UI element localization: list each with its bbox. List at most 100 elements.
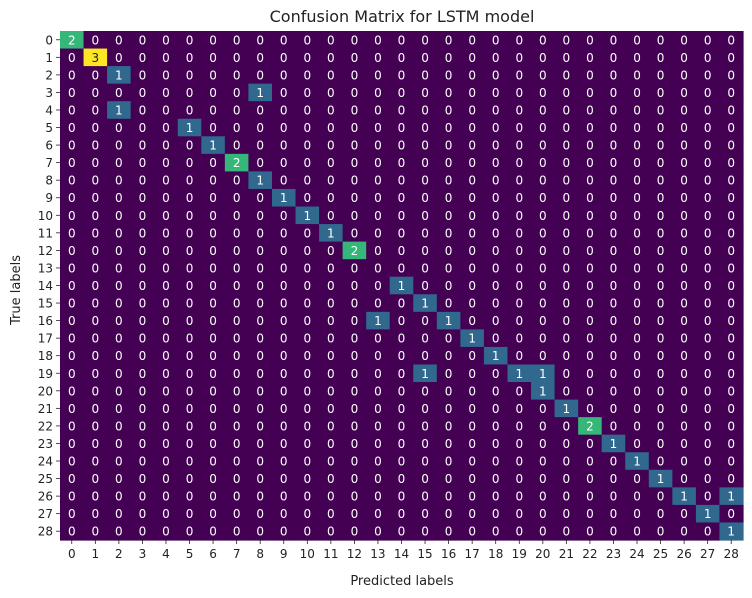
- heatmap-cell: [554, 206, 579, 225]
- heatmap-cell: [201, 417, 226, 436]
- heatmap-cell: [60, 346, 85, 366]
- cell-value-label: 0: [633, 226, 641, 240]
- heatmap-cell: [224, 83, 250, 102]
- cell-value-label: 0: [586, 349, 594, 363]
- cell-value-label: 0: [586, 367, 594, 381]
- heatmap-cell: [295, 364, 320, 383]
- cell-value-label: 0: [586, 437, 594, 451]
- cell-value-label: 0: [327, 191, 335, 205]
- cell-value-label: 0: [610, 490, 618, 504]
- cell-value-label: 0: [468, 139, 476, 153]
- cell-value-label: 1: [256, 174, 264, 188]
- cell-value-label: 0: [586, 68, 594, 82]
- heatmap-cell: [271, 206, 297, 225]
- cell-value-label: 0: [115, 349, 123, 363]
- heatmap-cell: [342, 276, 367, 295]
- cell-value-label: 0: [139, 226, 147, 240]
- heatmap-cell: [719, 241, 744, 260]
- cell-value-label: 0: [563, 297, 571, 311]
- cell-value-label: 0: [351, 86, 359, 100]
- heatmap-cell: [154, 487, 179, 506]
- y-tick-label: 9: [45, 191, 53, 205]
- heatmap-cell: [460, 434, 485, 453]
- heatmap-cell: [248, 48, 273, 67]
- heatmap-cell: [578, 224, 603, 243]
- heatmap-cell: [578, 522, 603, 541]
- cell-value-label: 0: [351, 367, 359, 381]
- cell-value-label: 0: [256, 384, 264, 398]
- heatmap-cell: [83, 101, 108, 120]
- heatmap-cell: [648, 66, 673, 85]
- cell-value-label: 0: [303, 156, 311, 170]
- cell-value-label: 0: [610, 472, 618, 486]
- heatmap-cell: [271, 118, 297, 137]
- heatmap-cell: [224, 259, 250, 278]
- cell-value-label: 0: [327, 156, 335, 170]
- heatmap-cell: [554, 522, 579, 541]
- cell-value-label: 0: [115, 156, 123, 170]
- x-tick-label: 6: [209, 547, 217, 561]
- heatmap-cell: [436, 153, 461, 173]
- cell-value-label: 0: [351, 490, 359, 504]
- cell-value-label: 0: [327, 244, 335, 258]
- heatmap-cell: [342, 364, 367, 383]
- heatmap-cell: [672, 259, 697, 278]
- cell-value-label: 0: [280, 314, 288, 328]
- cell-value-label: 0: [468, 244, 476, 258]
- heatmap-cell: [271, 153, 297, 173]
- heatmap-cell: [154, 259, 179, 278]
- heatmap-cell: [130, 311, 155, 330]
- cell-value-label: 0: [445, 525, 453, 539]
- cell-value-label: 0: [398, 349, 406, 363]
- heatmap-cell: [625, 276, 650, 295]
- heatmap-cell: [695, 276, 721, 295]
- heatmap-cell: [601, 188, 626, 208]
- heatmap-cell: [130, 469, 155, 488]
- heatmap-cell: [177, 171, 202, 190]
- heatmap-cell: [177, 259, 202, 278]
- cell-value-label: 0: [633, 349, 641, 363]
- heatmap-cell: [695, 101, 721, 120]
- cell-value-label: 0: [680, 349, 688, 363]
- cell-value-label: 0: [351, 209, 359, 223]
- heatmap-cell: [107, 259, 132, 278]
- heatmap-cell: [224, 48, 250, 67]
- heatmap-cell: [248, 434, 273, 453]
- cell-value-label: 0: [492, 525, 500, 539]
- cell-value-label: 0: [610, 507, 618, 521]
- cell-value-label: 0: [563, 455, 571, 469]
- cell-value-label: 0: [351, 419, 359, 433]
- heatmap-cell: [248, 417, 273, 436]
- cell-value-label: 1: [209, 139, 217, 153]
- cell-value-label: 0: [539, 332, 547, 346]
- heatmap-cell: [177, 294, 202, 313]
- cell-value-label: 0: [633, 68, 641, 82]
- heatmap-cell: [672, 31, 697, 50]
- cell-value-label: 0: [351, 349, 359, 363]
- heatmap-cell: [719, 294, 744, 313]
- cell-value-label: 0: [563, 174, 571, 188]
- heatmap-cell: [695, 469, 721, 488]
- heatmap-cell: [224, 452, 250, 471]
- heatmap-cell: [130, 452, 155, 471]
- cell-value-label: 0: [704, 297, 712, 311]
- cell-value-label: 0: [280, 156, 288, 170]
- cell-value-label: 0: [515, 226, 523, 240]
- cell-value-label: 0: [139, 437, 147, 451]
- cell-value-label: 0: [539, 349, 547, 363]
- cell-value-label: 0: [445, 209, 453, 223]
- cell-value-label: 0: [186, 297, 194, 311]
- cell-value-label: 0: [162, 121, 170, 135]
- cell-value-label: 0: [92, 33, 100, 47]
- cell-value-label: 0: [586, 33, 594, 47]
- cell-value-label: 0: [727, 68, 735, 82]
- heatmap-cell: [507, 83, 532, 102]
- heatmap-cell: [154, 469, 179, 488]
- cell-value-label: 0: [374, 332, 382, 346]
- heatmap-cell: [107, 399, 132, 418]
- cell-value-label: 0: [445, 419, 453, 433]
- heatmap-cell: [554, 101, 579, 120]
- heatmap-cell: [554, 294, 579, 313]
- cell-value-label: 0: [139, 33, 147, 47]
- cell-value-label: 0: [610, 156, 618, 170]
